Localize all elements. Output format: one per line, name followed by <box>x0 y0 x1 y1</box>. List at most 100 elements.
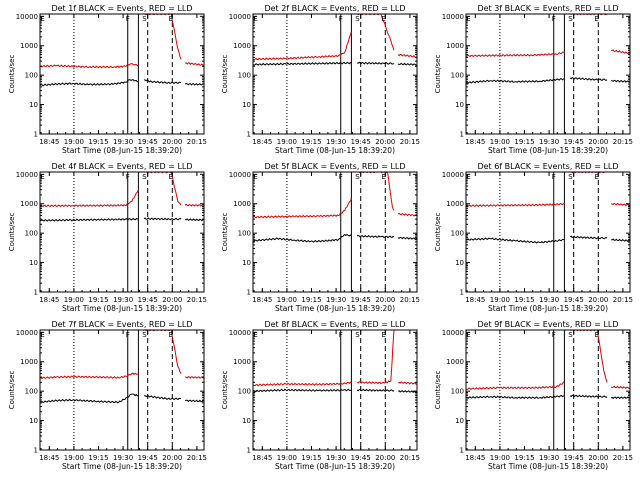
panel-title: Det 1f BLACK = Events, RED = LLD <box>51 4 192 13</box>
panel-title: Det 4f BLACK = Events, RED = LLD <box>51 162 192 171</box>
marker-label: E <box>381 331 385 339</box>
marker-label: F <box>552 173 556 181</box>
events-series-line <box>253 233 352 243</box>
x-tick-label: 19:15 <box>88 138 108 146</box>
y-tick-label: 10000 <box>442 329 464 337</box>
marker-label: F <box>552 331 556 339</box>
lld-series-line <box>611 49 630 55</box>
x-tick-label: 20:00 <box>375 454 395 462</box>
y-axis-label: Counts/sec <box>434 213 442 252</box>
marker-label: E <box>40 15 44 23</box>
y-tick-label: 1 <box>34 131 38 139</box>
plot-frame <box>252 171 418 293</box>
x-tick-label: 20:00 <box>588 296 608 304</box>
marker-label: E <box>466 15 470 23</box>
plot-frame <box>39 329 205 451</box>
lld-series-line <box>253 198 352 219</box>
y-tick-label: 100 <box>451 230 464 238</box>
x-tick-label: 19:30 <box>113 296 133 304</box>
events-series-line <box>144 395 182 401</box>
panel-8: Det 8f BLACK = Events, RED = LLD E F S E 1 10 1… <box>221 320 420 471</box>
lld-series-line <box>144 172 182 206</box>
lld-series-line <box>610 385 630 390</box>
y-tick-label: 1 <box>34 447 38 455</box>
marker-label: F <box>339 173 343 181</box>
y-tick-label: 1000 <box>233 42 251 50</box>
y-axis-label: Counts/sec <box>221 371 229 410</box>
x-tick-label: 19:00 <box>277 454 297 462</box>
x-axis-label: Start Time (08-Jun-15 18:39:20) <box>275 304 395 313</box>
y-tick-label: 100 <box>238 72 251 80</box>
y-tick-label: 10000 <box>16 171 38 179</box>
marker-label: S <box>142 331 147 339</box>
lld-series-line <box>185 376 204 379</box>
lld-series-line <box>357 172 395 211</box>
events-series-line <box>569 394 608 399</box>
x-tick-label: 20:15 <box>613 138 633 146</box>
y-tick-label: 1 <box>34 289 38 297</box>
y-tick-label: 1000 <box>20 358 38 366</box>
x-tick-label: 18:45 <box>252 296 272 304</box>
x-tick-label: 19:45 <box>351 454 371 462</box>
x-axis-label: Start Time (08-Jun-15 18:39:20) <box>488 304 608 313</box>
events-series-line <box>397 236 417 240</box>
y-tick-label: 100 <box>25 230 38 238</box>
lld-series-line <box>466 51 565 58</box>
plot-frame <box>465 329 631 451</box>
panel-5: Det 5f BLACK = Events, RED = LLD E F S E 1 10 1… <box>221 162 420 313</box>
marker-label: E <box>466 173 470 181</box>
panel-title: Det 6f BLACK = Events, RED = LLD <box>477 162 618 171</box>
panel-title: Det 9f BLACK = Events, RED = LLD <box>477 320 618 329</box>
x-tick-label: 20:15 <box>613 296 633 304</box>
x-tick-label: 20:00 <box>375 296 395 304</box>
x-axis-label: Start Time (08-Jun-15 18:39:20) <box>488 146 608 155</box>
marker-label: S <box>568 15 573 23</box>
marker-label: S <box>142 173 147 181</box>
panel-9: Det 9f BLACK = Events, RED = LLD E F S E 1 10 1… <box>434 320 633 471</box>
marker-label: S <box>355 173 360 181</box>
x-tick-label: 20:00 <box>375 138 395 146</box>
y-tick-label: 1 <box>247 289 251 297</box>
panel-3: Det 3f BLACK = Events, RED = LLD E F S E 1 10 1… <box>434 4 633 155</box>
plot-frame <box>465 171 631 293</box>
y-tick-label: 10000 <box>16 13 38 21</box>
events-series-line <box>40 217 139 222</box>
y-tick-label: 10000 <box>229 171 251 179</box>
x-tick-label: 19:45 <box>351 138 371 146</box>
x-tick-label: 20:00 <box>162 138 182 146</box>
x-tick-label: 19:00 <box>277 138 297 146</box>
y-tick-label: 1000 <box>446 358 464 366</box>
y-tick-label: 10000 <box>229 329 251 337</box>
x-tick-label: 18:45 <box>252 454 272 462</box>
lld-series-line <box>184 203 204 207</box>
plot-frame <box>465 13 631 135</box>
y-tick-label: 10 <box>242 259 251 267</box>
y-tick-label: 1 <box>247 131 251 139</box>
lld-series-line <box>40 372 139 380</box>
y-tick-label: 100 <box>25 72 38 80</box>
panel-data <box>253 14 417 134</box>
marker-label: S <box>568 331 573 339</box>
events-series-line <box>40 393 139 404</box>
lld-series-line <box>466 202 565 208</box>
events-series-line <box>184 82 204 86</box>
x-tick-label: 19:15 <box>514 296 534 304</box>
panel-6: Det 6f BLACK = Events, RED = LLD E F S E 1 10 1… <box>434 162 633 313</box>
events-series-line <box>466 394 565 400</box>
events-series-line <box>569 235 608 240</box>
events-series-line <box>357 61 395 65</box>
events-series-line <box>611 79 630 83</box>
x-axis-label: Start Time (08-Jun-15 18:39:20) <box>62 304 182 313</box>
y-axis-label: Counts/sec <box>8 213 16 252</box>
x-tick-label: 20:00 <box>588 454 608 462</box>
x-tick-label: 19:15 <box>301 454 321 462</box>
x-tick-label: 19:45 <box>564 296 584 304</box>
x-tick-label: 20:15 <box>400 296 420 304</box>
x-tick-label: 20:15 <box>400 454 420 462</box>
x-tick-label: 18:45 <box>465 454 485 462</box>
panel-title: Det 2f BLACK = Events, RED = LLD <box>264 4 405 13</box>
marker-label: E <box>594 15 598 23</box>
panel-title: Det 3f BLACK = Events, RED = LLD <box>477 4 618 13</box>
marker-label: F <box>552 15 556 23</box>
marker-label: F <box>339 331 343 339</box>
